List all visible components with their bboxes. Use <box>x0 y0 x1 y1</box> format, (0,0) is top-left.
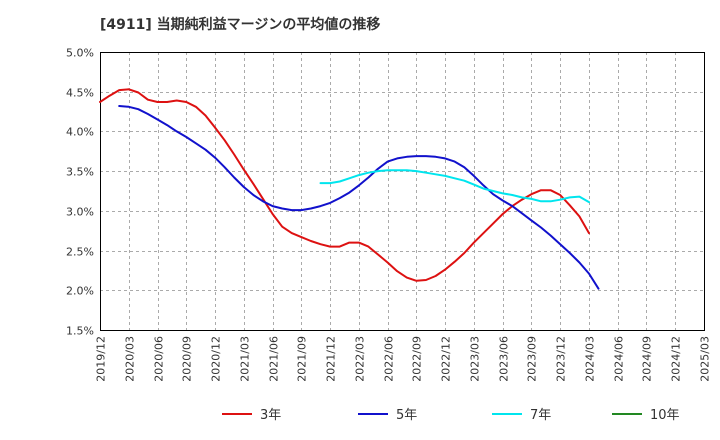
x-tick-label: 2024/09 <box>641 336 654 382</box>
x-tick-label: 2021/03 <box>239 336 252 382</box>
x-tick-label: 2024/12 <box>670 336 683 382</box>
x-tick-label: 2023/09 <box>526 336 539 382</box>
series-lines <box>99 88 600 290</box>
x-tick-label: 2021/09 <box>296 336 309 382</box>
series-line-3年 <box>99 88 590 282</box>
legend-label: 3年 <box>260 408 281 423</box>
x-tick-label: 2022/03 <box>354 336 367 382</box>
x-tick-label: 2019/12 <box>95 336 108 382</box>
x-tick-label: 2022/09 <box>411 336 424 382</box>
series-line-7年 <box>319 169 590 204</box>
x-tick-label: 2025/03 <box>699 336 712 382</box>
x-tick-label: 2021/06 <box>268 336 281 382</box>
chart-title: [4911] 当期純利益マージンの平均値の推移 <box>100 17 381 33</box>
x-tick-label: 2022/12 <box>440 336 453 382</box>
x-tick-label: 2020/06 <box>153 336 166 382</box>
grid-lines <box>100 52 705 331</box>
legend-label: 10年 <box>650 408 680 423</box>
x-axis-ticks: 2019/12 2020/03 2020/06 2020/09 2020/12 2021/… <box>95 336 712 382</box>
y-tick-label: 5.0% <box>66 47 94 60</box>
x-tick-label: 2020/09 <box>181 336 194 382</box>
y-tick-label: 1.5% <box>66 325 94 338</box>
x-tick-label: 2020/12 <box>210 336 223 382</box>
y-tick-label: 4.5% <box>66 87 94 100</box>
y-tick-label: 4.0% <box>66 126 94 139</box>
x-tick-label: 2022/06 <box>383 336 396 382</box>
x-tick-label: 2023/06 <box>498 336 511 382</box>
x-tick-label: 2020/03 <box>124 336 137 382</box>
series-line-5年 <box>118 105 600 290</box>
y-tick-label: 3.5% <box>66 166 94 179</box>
plot-area-border <box>100 52 705 331</box>
x-tick-label: 2024/06 <box>613 336 626 382</box>
legend-label: 7年 <box>530 408 551 423</box>
legend-label: 5年 <box>396 408 417 423</box>
x-tick-label: 2021/12 <box>325 336 338 382</box>
x-tick-label: 2023/12 <box>555 336 568 382</box>
y-tick-label: 3.0% <box>66 206 94 219</box>
y-tick-label: 2.0% <box>66 285 94 298</box>
x-tick-label: 2024/03 <box>584 336 597 382</box>
y-tick-label: 2.5% <box>66 246 94 259</box>
legend: 3年 5年 7年 10年 <box>222 408 680 423</box>
x-tick-label: 2023/03 <box>469 336 482 382</box>
y-axis-ticks: 5.0% 4.5% 4.0% 3.5% 3.0% 2.5% 2.0% 1.5% <box>66 47 94 338</box>
